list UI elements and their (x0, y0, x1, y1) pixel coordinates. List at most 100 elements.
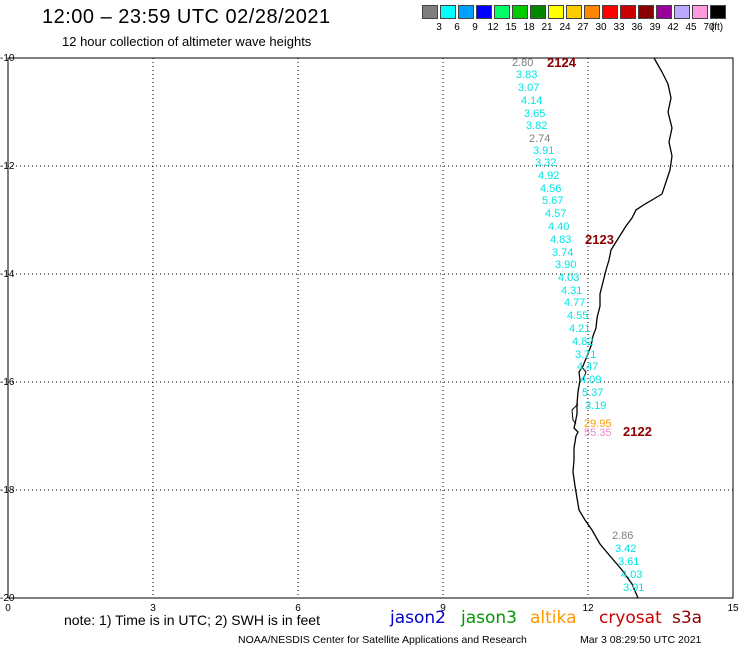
wave-height-label: 2.86 (612, 530, 633, 542)
x-tick-label: 3 (150, 603, 156, 614)
note-text: note: 1) Time is in UTC; 2) SWH is in fe… (64, 612, 320, 628)
map-frame (7, 57, 734, 599)
wave-height-label: 4.55 (567, 310, 588, 322)
pass-number-label: 2123 (585, 232, 614, 247)
x-tick-label: 9 (440, 603, 446, 614)
wave-height-points: 2.803.833.074.143.653.822.743.913.324.92… (512, 57, 644, 594)
y-tick-label: -18 (0, 485, 15, 496)
wave-height-label: 3.83 (516, 69, 537, 81)
color-scale-unit: (ft) (710, 22, 724, 33)
generated-timestamp: Mar 3 08:29:50 UTC 2021 (580, 634, 702, 646)
legend-entry: altika (530, 608, 577, 628)
wave-height-label: 4.82 (572, 336, 593, 348)
grid (8, 58, 733, 598)
wave-height-label: 4.21 (569, 323, 590, 335)
wave-height-label: 4.40 (548, 221, 569, 233)
wave-height-label: 3.07 (518, 82, 539, 94)
color-scale-label: 36 (631, 22, 643, 33)
color-swatch (440, 5, 456, 19)
wave-height-label: 3.42 (615, 543, 636, 555)
pass-number-label: 2124 (547, 55, 577, 70)
coastline-inlet (571, 403, 579, 425)
color-swatch (476, 5, 492, 19)
y-tick-label: -20 (0, 593, 15, 604)
y-tick-label: -16 (0, 377, 15, 388)
color-scale-label: 21 (541, 22, 553, 33)
color-scale-label: 45 (685, 22, 697, 33)
wave-height-label: 4.03 (558, 272, 579, 284)
legend-entry: s3a (672, 608, 703, 628)
x-tick-label: 0 (5, 603, 11, 614)
color-swatch (656, 5, 672, 19)
wave-height-label: 3.74 (552, 247, 573, 259)
color-swatch (458, 5, 474, 19)
color-scale-label: 24 (559, 22, 571, 33)
wave-height-label: 3.19 (585, 400, 606, 412)
color-scale-label: 30 (595, 22, 607, 33)
wave-height-label: 3.71 (575, 349, 596, 361)
wave-height-label: 4.77 (564, 297, 585, 309)
color-scale-label: 70 (703, 22, 715, 33)
color-swatch (602, 5, 618, 19)
color-swatch (692, 5, 708, 19)
color-scale-label: 18 (523, 22, 535, 33)
wave-height-label: 4.14 (521, 95, 542, 107)
color-scale-label: 33 (613, 22, 625, 33)
color-scale-label: 6 (454, 22, 460, 33)
color-swatch (620, 5, 636, 19)
color-swatch (674, 5, 690, 19)
color-swatch (710, 5, 726, 19)
color-scale-label: 9 (472, 22, 478, 33)
wave-height-label: 5.37 (582, 387, 603, 399)
x-tick-label: 6 (295, 603, 301, 614)
color-swatch (566, 5, 582, 19)
wave-height-label: 4.47 (577, 361, 598, 373)
color-swatch (548, 5, 564, 19)
coastline-cape (580, 365, 587, 381)
tick-labels: 0 3 6 9 12 15 -10 -12 -14 -16 -18 -20 (0, 53, 739, 614)
color-scale-label: 42 (667, 22, 679, 33)
wave-height-label: 2.74 (529, 133, 550, 145)
wave-height-label: 3.61 (618, 556, 639, 568)
pass-labels: 2124 2123 2122 (547, 55, 652, 439)
wave-height-label: 4.83 (550, 234, 571, 246)
color-scale-label: 3 (436, 22, 442, 33)
wave-height-label: 4.57 (545, 208, 566, 220)
x-tick-label: 12 (582, 603, 594, 614)
wave-height-label: 3.91 (533, 145, 554, 157)
color-swatch (638, 5, 654, 19)
x-tick-label: 15 (727, 603, 739, 614)
page-title: 12:00 – 23:59 UTC 02/28/2021 (42, 6, 331, 28)
wave-height-label: 4.92 (538, 170, 559, 182)
wave-height-label: 5.67 (542, 195, 563, 207)
wave-height-label: 3.65 (524, 108, 545, 120)
color-scale-label: 39 (649, 22, 661, 33)
pass-number-label: 2122 (623, 424, 652, 439)
wave-height-label: 2.80 (512, 57, 533, 69)
color-scale-label: 27 (577, 22, 589, 33)
y-tick-label: -14 (0, 269, 15, 280)
wave-height-label: 3.82 (526, 120, 547, 132)
wave-height-label: 3.91 (623, 582, 644, 594)
legend-entry: cryosat (599, 608, 662, 628)
wave-height-label: 4.03 (621, 569, 642, 581)
wave-height-label: 4.56 (540, 183, 561, 195)
page-subtitle: 12 hour collection of altimeter wave hei… (62, 34, 312, 49)
wave-height-label: 3.90 (555, 259, 576, 271)
color-swatch (584, 5, 600, 19)
legend-entry: jason2 (390, 608, 446, 628)
y-tick-label: -12 (0, 161, 15, 172)
color-scale-label: 12 (487, 22, 499, 33)
legend-entry: jason3 (461, 608, 517, 628)
y-tick-label: -10 (0, 53, 15, 64)
coastline (572, 57, 673, 599)
wave-height-label: 3.32 (535, 157, 556, 169)
color-swatch (422, 5, 438, 19)
wave-height-label: 55.35 (584, 427, 612, 439)
wave-height-label: 29.95 (584, 418, 612, 430)
wave-height-label: 4.31 (561, 285, 582, 297)
color-scale-label: 15 (505, 22, 517, 33)
color-swatch (494, 5, 510, 19)
wave-height-label: 4.09 (580, 374, 601, 386)
